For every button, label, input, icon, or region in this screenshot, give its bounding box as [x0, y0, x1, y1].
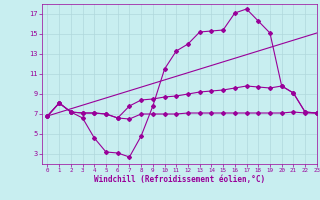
X-axis label: Windchill (Refroidissement éolien,°C): Windchill (Refroidissement éolien,°C) — [94, 175, 265, 184]
